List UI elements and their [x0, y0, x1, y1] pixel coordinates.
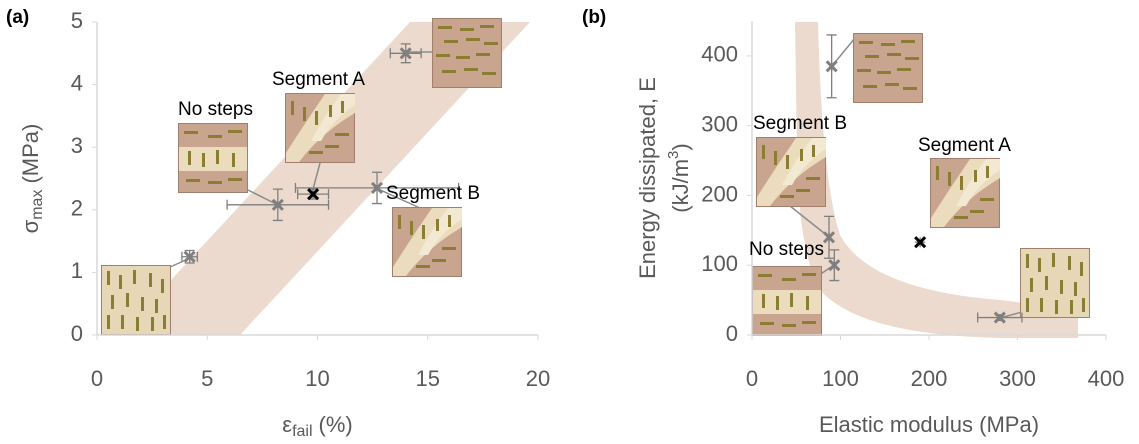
icon — [757, 138, 827, 207]
icon — [1021, 249, 1090, 318]
y-tick-label: 2 — [71, 196, 83, 221]
y-axis-title-symbol: σ — [18, 219, 43, 233]
x-axis-title: Elastic modulus (MPa) — [819, 412, 1039, 437]
x-axis-title-symbol: ε — [282, 412, 292, 437]
x-tick-label: 100 — [822, 366, 859, 391]
icon — [102, 266, 171, 335]
y-tick-label: 3 — [71, 133, 83, 158]
x-tick-label: 400 — [1088, 366, 1125, 391]
y-tick-label: 100 — [701, 251, 738, 276]
icon — [286, 94, 356, 163]
figure: (a) (b) 05101520012345No stepsSegment AS… — [0, 0, 1139, 444]
y-axis-title-part: (kJ/m — [668, 159, 693, 213]
y-tick-label: 0 — [71, 321, 83, 346]
y-axis-title-subscript: max — [29, 190, 46, 220]
y-axis-title-unit: (MPa) — [18, 124, 43, 184]
annotation: Segment B — [386, 183, 480, 204]
y-axis-title-part: ) — [668, 143, 693, 150]
x-axis-title-unit: (%) — [319, 412, 353, 437]
panel-label: (b) — [582, 7, 606, 28]
icon — [179, 124, 248, 193]
x-tick-label: 20 — [526, 366, 550, 391]
y-tick-label: 200 — [701, 181, 738, 206]
y-axis-title-superscript: 3 — [665, 151, 682, 159]
y-tick-label: 300 — [701, 111, 738, 136]
y-axis-title: Energy dissipated, E — [635, 77, 660, 279]
y-axis-title: σmax (MPa) — [18, 124, 46, 234]
y-tick-label: 4 — [71, 70, 83, 95]
y-axis-title: (kJ/m3) — [665, 143, 693, 212]
annotation: No steps — [178, 99, 253, 120]
panel-label: (a) — [6, 7, 29, 28]
x-tick-label: 5 — [201, 366, 213, 391]
annotation: Segment B — [753, 113, 847, 134]
x-tick-label: 10 — [305, 366, 329, 391]
x-tick-label: 0 — [746, 366, 758, 391]
x-tick-label: 0 — [91, 366, 103, 391]
annotation: Segment A — [272, 69, 365, 90]
x-tick-label: 200 — [911, 366, 948, 391]
x-tick-label: 300 — [999, 366, 1036, 391]
y-tick-label: 400 — [701, 42, 738, 67]
icon — [854, 34, 923, 103]
annotation: Segment A — [918, 135, 1011, 156]
y-tick-label: 1 — [71, 258, 83, 283]
y-tick-label: 5 — [71, 8, 83, 33]
icon — [393, 208, 463, 277]
x-axis-title-subscript: fail — [292, 423, 312, 440]
x-axis-title: εfail (%) — [282, 412, 352, 440]
icon — [753, 267, 822, 336]
icon — [931, 159, 1001, 228]
y-tick-label: 0 — [726, 321, 738, 346]
x-tick-label: 15 — [416, 366, 440, 391]
icon — [433, 19, 502, 88]
annotation: No steps — [749, 239, 824, 260]
